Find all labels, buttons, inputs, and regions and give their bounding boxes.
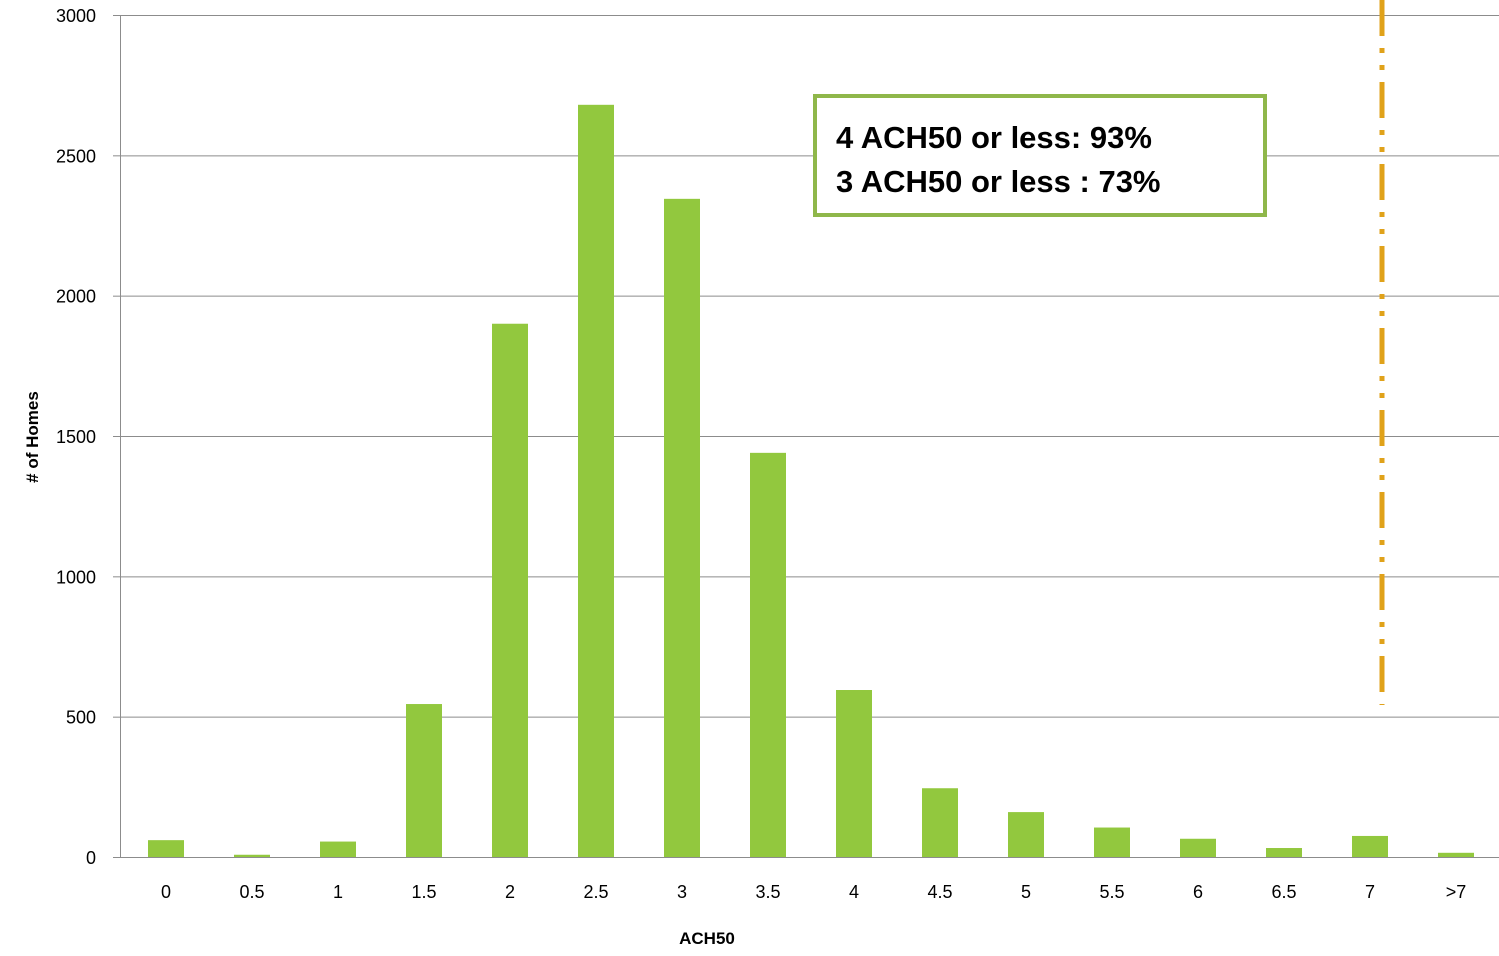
bar-4.5 xyxy=(922,788,958,857)
x-tick-label: 1.5 xyxy=(411,882,436,902)
bar-2.5 xyxy=(578,104,614,857)
bar-2 xyxy=(492,323,528,857)
x-tick-label: 4 xyxy=(849,882,859,902)
tick-labels: 0 500 1000 1500 2000 2500 3000 0 0.5 1 1.5 2 2.5 3 3.5… xyxy=(56,6,1466,902)
bar-0 xyxy=(148,840,184,857)
bar-3.5 xyxy=(750,452,786,857)
bar-0.5 xyxy=(234,854,270,857)
annotation-box: 4 ACH50 or less: 93% 3 ACH50 or less : 7… xyxy=(813,94,1267,217)
x-tick-label: 0.5 xyxy=(239,882,264,902)
y-tick-label: 2000 xyxy=(56,287,96,307)
annotation-line-1: 4 ACH50 or less: 93% xyxy=(836,120,1152,155)
bar->7 xyxy=(1438,852,1474,857)
bar-6 xyxy=(1180,838,1216,857)
x-tick-label: 2 xyxy=(505,882,515,902)
x-tick-label: 3.5 xyxy=(755,882,780,902)
x-tick-label: 5.5 xyxy=(1099,882,1124,902)
annotation-line-2: 3 ACH50 or less : 73% xyxy=(836,164,1161,199)
bar-1 xyxy=(320,841,356,857)
x-tick-label: 6 xyxy=(1193,882,1203,902)
x-tick-label: 6.5 xyxy=(1271,882,1296,902)
bar-6.5 xyxy=(1266,848,1302,857)
bar-1.5 xyxy=(406,704,442,857)
y-tick-label: 1000 xyxy=(56,567,96,587)
x-tick-label: 5 xyxy=(1021,882,1031,902)
bar-4 xyxy=(836,690,872,857)
y-tick-label: 500 xyxy=(66,708,96,728)
y-axis-title: # of Homes xyxy=(23,391,42,483)
x-tick-label: 2.5 xyxy=(583,882,608,902)
x-tick-label: 7 xyxy=(1365,882,1375,902)
x-tick-label: 4.5 xyxy=(927,882,952,902)
x-tick-label: 1 xyxy=(333,882,343,902)
bar-3 xyxy=(664,198,700,857)
x-tick-label: 0 xyxy=(161,882,171,902)
y-tick-label: 3000 xyxy=(56,6,96,26)
x-tick-label: >7 xyxy=(1446,882,1467,902)
x-tick-label: 3 xyxy=(677,882,687,902)
bar-5.5 xyxy=(1094,827,1130,857)
y-tick-label: 1500 xyxy=(56,427,96,447)
y-tick-label: 0 xyxy=(86,848,96,868)
y-tick-label: 2500 xyxy=(56,146,96,166)
x-axis-title: ACH50 xyxy=(679,929,735,948)
bars xyxy=(148,104,1474,857)
gridlines xyxy=(120,15,1499,718)
bar-7 xyxy=(1352,835,1388,857)
bar-5 xyxy=(1008,812,1044,857)
axes xyxy=(113,15,1499,858)
